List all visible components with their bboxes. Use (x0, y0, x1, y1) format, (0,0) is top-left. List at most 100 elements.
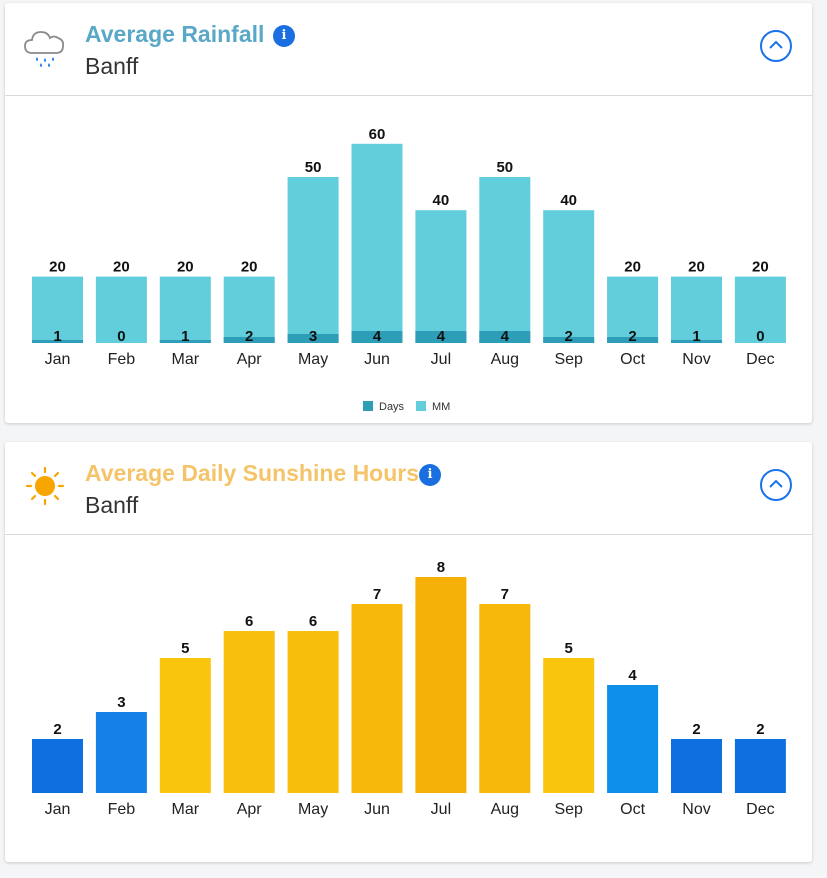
legend-days-swatch (363, 401, 373, 411)
legend-days-label: Days (379, 401, 405, 413)
rain-cloud-icon (24, 31, 65, 67)
rainfall-days-value-label: 1 (692, 328, 700, 345)
rainfall-days-value-label: 4 (437, 328, 446, 345)
chevron-up-icon (769, 40, 783, 49)
rainfall-days-bar-mar[interactable] (159, 340, 211, 343)
rainfall-days-value-label: 0 (117, 328, 125, 345)
rainfall-title: Average Rainfall (85, 21, 265, 47)
rainfall-mm-value-label: 40 (433, 192, 450, 209)
sunshine-value-label: 4 (628, 667, 637, 684)
rainfall-days-bar-apr[interactable] (223, 337, 275, 343)
rainfall-days-value-label: 0 (756, 328, 764, 345)
rainfall-mm-bar-sep[interactable] (543, 210, 595, 343)
sunshine-bar-oct[interactable] (607, 685, 659, 793)
sunshine-bar-jun[interactable] (351, 604, 403, 793)
sunshine-bar-mar[interactable] (159, 658, 211, 793)
rainfall-days-bar-jul[interactable] (415, 331, 467, 343)
sunshine-header[interactable]: Average Daily Sunshine Hours i Banff (5, 442, 812, 535)
rainfall-days-value-label: 2 (565, 328, 573, 345)
rainfall-mm-value-label: 40 (560, 192, 577, 209)
sunshine-bar-jul[interactable] (415, 577, 467, 793)
rainfall-month-label: Jun (364, 351, 390, 368)
sunshine-month-label: Mar (172, 801, 200, 818)
sunshine-bar-feb[interactable] (95, 712, 147, 793)
rainfall-location: Banff (85, 53, 139, 79)
info-icon[interactable]: i (273, 25, 295, 47)
rainfall-mm-value-label: 50 (496, 159, 513, 176)
sunshine-month-label: Apr (237, 801, 263, 818)
sunshine-month-label: Jul (431, 801, 451, 818)
legend-mm-label: MM (432, 401, 450, 413)
rainfall-month-label: Apr (237, 351, 263, 368)
rainfall-mm-value-label: 20 (177, 259, 194, 276)
rainfall-days-bar-nov[interactable] (671, 340, 722, 343)
rainfall-mm-bar-mar[interactable] (159, 276, 211, 343)
rainfall-mm-bar-apr[interactable] (223, 276, 275, 343)
sunshine-bar-apr[interactable] (223, 631, 275, 793)
rainfall-days-bar-jun[interactable] (351, 331, 403, 343)
rainfall-mm-bar-oct[interactable] (607, 276, 659, 343)
sunshine-value-label: 3 (117, 694, 125, 711)
sunshine-month-label: Feb (108, 801, 136, 818)
rainfall-days-bar-aug[interactable] (479, 331, 531, 343)
sunshine-value-label: 2 (53, 721, 61, 738)
rainfall-mm-bar-nov[interactable] (671, 276, 722, 343)
rainfall-month-label: Feb (108, 351, 136, 368)
rainfall-month-label: Oct (620, 351, 645, 368)
chevron-up-icon (769, 479, 783, 488)
rainfall-chart: 201Jan200Feb201Mar202Apr503May604Jun404J… (32, 126, 786, 413)
rainfall-days-value-label: 4 (501, 328, 510, 345)
rainfall-month-label: Jan (45, 351, 71, 368)
rainfall-days-value-label: 2 (628, 328, 636, 345)
collapse-rainfall-button[interactable] (760, 30, 792, 62)
sunshine-month-label: May (298, 801, 328, 818)
rainfall-days-bar-jan[interactable] (32, 340, 83, 343)
rainfall-header[interactable]: Average Rainfall i Banff (5, 3, 812, 96)
rainfall-mm-bar-feb[interactable] (95, 276, 147, 343)
rainfall-month-label: Jul (431, 351, 451, 368)
legend-mm-swatch (416, 401, 426, 411)
sunshine-value-label: 6 (245, 613, 253, 630)
collapse-sunshine-button[interactable] (760, 469, 792, 501)
sunshine-value-label: 5 (181, 640, 189, 657)
rainfall-month-label: Aug (491, 351, 519, 368)
sunshine-title: Average Daily Sunshine Hours (85, 460, 420, 486)
sunshine-bar-jan[interactable] (32, 739, 83, 793)
rainfall-mm-value-label: 20 (752, 259, 769, 276)
rainfall-month-label: Nov (682, 351, 710, 368)
rainfall-mm-value-label: 20 (624, 259, 641, 276)
rainfall-days-bar-sep[interactable] (543, 337, 595, 343)
sunshine-month-label: Dec (746, 801, 774, 818)
rainfall-mm-value-label: 50 (305, 159, 322, 176)
rainfall-month-label: Sep (554, 351, 583, 368)
info-icon[interactable]: i (419, 464, 441, 486)
rainfall-mm-bar-aug[interactable] (479, 177, 531, 343)
sunshine-bar-aug[interactable] (479, 604, 531, 793)
sunshine-card: Average Daily Sunshine Hours i Banff 2 Ja… (5, 442, 812, 862)
rainfall-mm-bar-jul[interactable] (415, 210, 467, 343)
sunshine-month-label: Oct (620, 801, 645, 818)
sunshine-bar-dec[interactable] (734, 739, 786, 793)
sunshine-value-label: 2 (756, 721, 764, 738)
rainfall-mm-bar-jun[interactable] (351, 143, 403, 343)
rainfall-days-value-label: 4 (373, 328, 382, 345)
sunshine-month-label: Nov (682, 801, 710, 818)
rainfall-days-value-label: 2 (245, 328, 253, 345)
rainfall-days-bar-oct[interactable] (607, 337, 659, 343)
sun-icon (25, 466, 65, 506)
sunshine-month-label: Jan (45, 801, 71, 818)
rainfall-mm-value-label: 20 (113, 259, 130, 276)
sunshine-value-label: 7 (501, 586, 509, 603)
rainfall-mm-bar-may[interactable] (287, 177, 339, 343)
sunshine-bar-nov[interactable] (671, 739, 722, 793)
rainfall-mm-value-label: 20 (49, 259, 66, 276)
rainfall-mm-value-label: 20 (241, 259, 258, 276)
sunshine-bar-may[interactable] (287, 631, 339, 793)
rainfall-days-bar-may[interactable] (287, 334, 339, 343)
sunshine-value-label: 6 (309, 613, 317, 630)
rainfall-mm-bar-jan[interactable] (32, 276, 83, 343)
sunshine-month-label: Aug (491, 801, 519, 818)
rainfall-mm-bar-dec[interactable] (734, 276, 786, 343)
sunshine-bar-sep[interactable] (543, 658, 595, 793)
rainfall-days-value-label: 1 (181, 328, 189, 345)
